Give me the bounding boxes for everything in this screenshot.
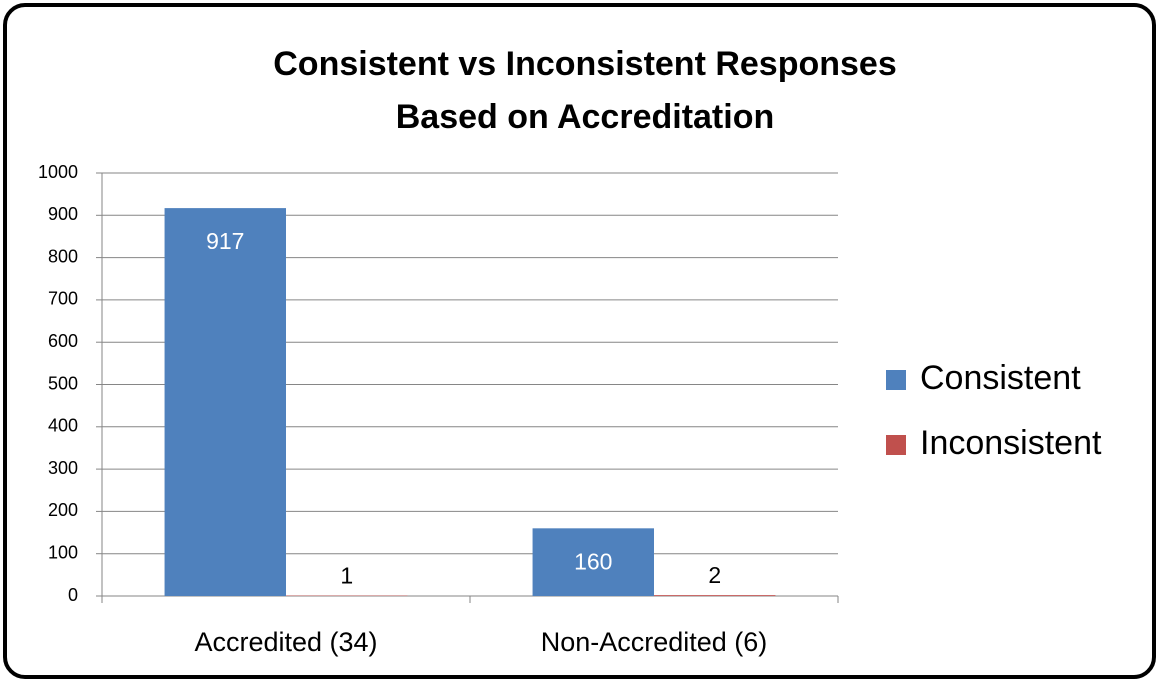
y-tick-label: 900 bbox=[48, 204, 78, 224]
y-tick-label: 500 bbox=[48, 373, 78, 393]
y-tick-label: 1000 bbox=[38, 162, 78, 182]
bar bbox=[654, 595, 776, 596]
value-label: 160 bbox=[574, 548, 612, 574]
legend-swatch bbox=[886, 435, 906, 455]
y-tick-label: 600 bbox=[48, 331, 78, 351]
y-tick-label: 800 bbox=[48, 246, 78, 266]
bar bbox=[164, 208, 286, 596]
y-tick-label: 400 bbox=[48, 416, 78, 436]
y-tick-label: 200 bbox=[48, 500, 78, 520]
value-label: 917 bbox=[206, 228, 244, 254]
y-tick-label: 300 bbox=[48, 458, 78, 478]
x-tick-label: Non-Accredited (6) bbox=[541, 627, 768, 657]
y-tick-label: 100 bbox=[48, 542, 78, 562]
x-tick-label: Accredited (34) bbox=[194, 627, 377, 657]
bar bbox=[532, 528, 654, 596]
legend-label: Inconsistent bbox=[920, 424, 1102, 462]
y-tick-label: 700 bbox=[48, 289, 78, 309]
legend-label: Consistent bbox=[920, 359, 1081, 397]
y-tick-label: 0 bbox=[68, 585, 78, 605]
chart-title: Consistent vs Inconsistent Responses Bas… bbox=[273, 45, 897, 136]
legend-swatch bbox=[886, 370, 906, 390]
chart-frame bbox=[3, 3, 1156, 679]
value-label: 2 bbox=[708, 562, 721, 588]
value-label: 1 bbox=[340, 563, 353, 589]
